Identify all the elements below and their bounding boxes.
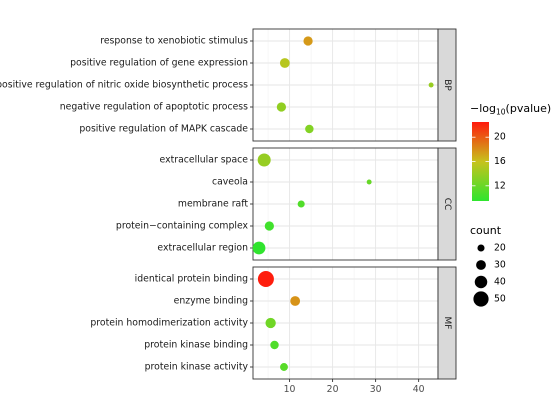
data-point xyxy=(257,270,274,288)
color-legend: −log10(pvalue) 12 16 20 xyxy=(470,102,551,201)
panel-bp: BP response to xenobiotic stimulus positiv… xyxy=(0,28,457,142)
size-legend-label: 30 xyxy=(494,260,506,271)
colorbar-label: 16 xyxy=(494,156,506,167)
data-point xyxy=(280,363,288,371)
x-tick-label: 30 xyxy=(370,384,382,395)
colorbar xyxy=(472,122,489,201)
term-label: extracellular region xyxy=(157,243,248,254)
term-label: protein kinase binding xyxy=(144,340,248,351)
color-legend-title: −log10(pvalue) xyxy=(470,102,551,117)
size-legend-dot xyxy=(476,260,486,270)
size-legend-dot xyxy=(477,244,485,252)
data-point xyxy=(252,241,266,255)
size-legend-label: 40 xyxy=(494,277,506,288)
data-point xyxy=(366,179,372,185)
data-point xyxy=(264,221,274,231)
panel-mf: MF identical protein binding enzyme bindin… xyxy=(90,266,457,380)
x-tick-label: 20 xyxy=(327,384,339,395)
term-label: membrane raft xyxy=(178,199,248,210)
facet-strip xyxy=(437,266,457,380)
term-label: response to xenobiotic stimulus xyxy=(100,36,248,47)
data-point xyxy=(303,36,313,46)
data-point xyxy=(428,82,434,88)
data-point xyxy=(305,124,314,134)
x-tick-label: 10 xyxy=(284,384,296,395)
size-legend-label: 20 xyxy=(494,243,506,254)
facet-strip xyxy=(437,147,457,261)
facet-label-cc: CC xyxy=(442,198,452,211)
x-axis: 10 20 30 40 xyxy=(284,379,425,395)
size-legend-dot xyxy=(474,275,488,289)
size-legend-label: 50 xyxy=(494,294,506,305)
facet-label-bp: BP xyxy=(442,79,452,91)
data-point xyxy=(297,200,305,208)
term-label: identical protein binding xyxy=(135,274,248,285)
term-label: extracellular space xyxy=(160,155,249,166)
data-point xyxy=(279,58,290,68)
data-point xyxy=(270,340,279,350)
term-label: negative regulation of apoptotic process xyxy=(60,102,248,113)
term-label: positive regulation of nitric oxide bios… xyxy=(0,80,248,91)
term-label: positive regulation of gene expression xyxy=(70,58,248,69)
size-legend-title: count xyxy=(470,224,502,237)
term-label: caveola xyxy=(212,177,248,188)
data-point xyxy=(290,296,301,306)
x-tick-label: 40 xyxy=(413,384,425,395)
data-point xyxy=(265,317,276,329)
facet-strip xyxy=(437,28,457,142)
colorbar-label: 20 xyxy=(494,132,506,143)
term-label: positive regulation of MAPK cascade xyxy=(79,124,248,135)
term-label: protein kinase activity xyxy=(145,362,249,373)
facet-label-mf: MF xyxy=(442,317,452,330)
data-point xyxy=(276,102,287,112)
panel-cc: CC extracellular space caveola membrane raf… xyxy=(116,147,457,261)
term-label: protein homodimerization activity xyxy=(90,318,248,329)
term-label: enzyme binding xyxy=(174,296,248,307)
colorbar-label: 12 xyxy=(494,180,506,191)
size-legend: count 20 30 40 50 xyxy=(470,224,506,307)
term-label: protein−containing complex xyxy=(116,221,249,232)
data-point xyxy=(257,153,271,167)
size-legend-dot xyxy=(473,291,489,307)
